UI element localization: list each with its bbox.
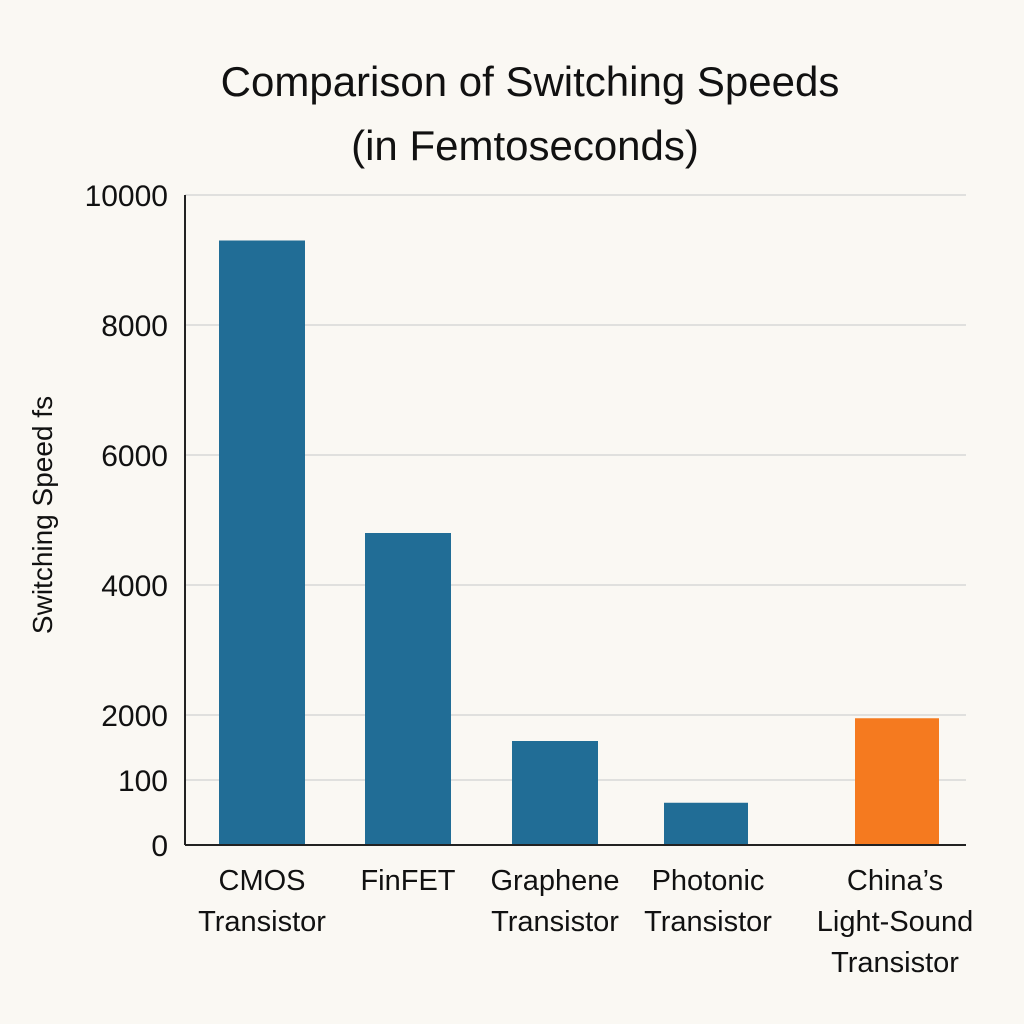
x-tick-label: FinFET xyxy=(360,865,455,897)
x-tick-label: China’s xyxy=(847,865,943,897)
y-tick-label: 100 xyxy=(118,765,168,798)
gridlines xyxy=(185,194,966,781)
y-tick-label: 8000 xyxy=(101,310,168,343)
y-tick-label: 10000 xyxy=(85,180,168,213)
bars xyxy=(219,240,939,845)
x-tick-label: Graphene xyxy=(491,865,620,897)
y-tick-label: 6000 xyxy=(101,440,168,473)
bar xyxy=(219,240,305,845)
x-tick-label: Transistor xyxy=(831,947,959,979)
y-tick-label: 0 xyxy=(151,830,168,863)
x-tick-label: Transistor xyxy=(198,906,326,938)
bar xyxy=(365,533,451,845)
y-axis-label: Switching Speed fs xyxy=(27,396,58,634)
bar xyxy=(855,718,939,845)
y-tick-label: 4000 xyxy=(101,570,168,603)
x-tick-label: Transistor xyxy=(644,906,772,938)
bar xyxy=(512,741,598,845)
y-tick-label: 2000 xyxy=(101,700,168,733)
y-axis-ticks: 0 100 2000 4000 6000 8000 10000 xyxy=(85,180,168,863)
x-tick-label: CMOS xyxy=(219,865,306,897)
chart-title-line-2: (in Femtoseconds) xyxy=(351,122,699,169)
chart-title-line-1: Comparison of Switching Speeds xyxy=(221,58,840,105)
x-tick-label: Light-Sound xyxy=(817,906,973,938)
x-tick-label: Photonic xyxy=(652,865,765,897)
x-axis-labels: CMOS Transistor FinFET Graphene Transistor Ph… xyxy=(198,865,973,979)
bar xyxy=(664,802,748,845)
x-tick-label: Transistor xyxy=(491,906,619,938)
